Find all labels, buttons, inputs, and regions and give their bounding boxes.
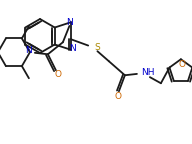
Text: N: N bbox=[26, 46, 32, 55]
Text: O: O bbox=[114, 92, 121, 101]
Text: O: O bbox=[54, 70, 61, 79]
Text: N: N bbox=[70, 44, 76, 53]
Text: NH: NH bbox=[141, 68, 155, 77]
Text: N: N bbox=[66, 18, 73, 27]
Text: S: S bbox=[94, 43, 100, 52]
Text: O: O bbox=[178, 60, 185, 69]
